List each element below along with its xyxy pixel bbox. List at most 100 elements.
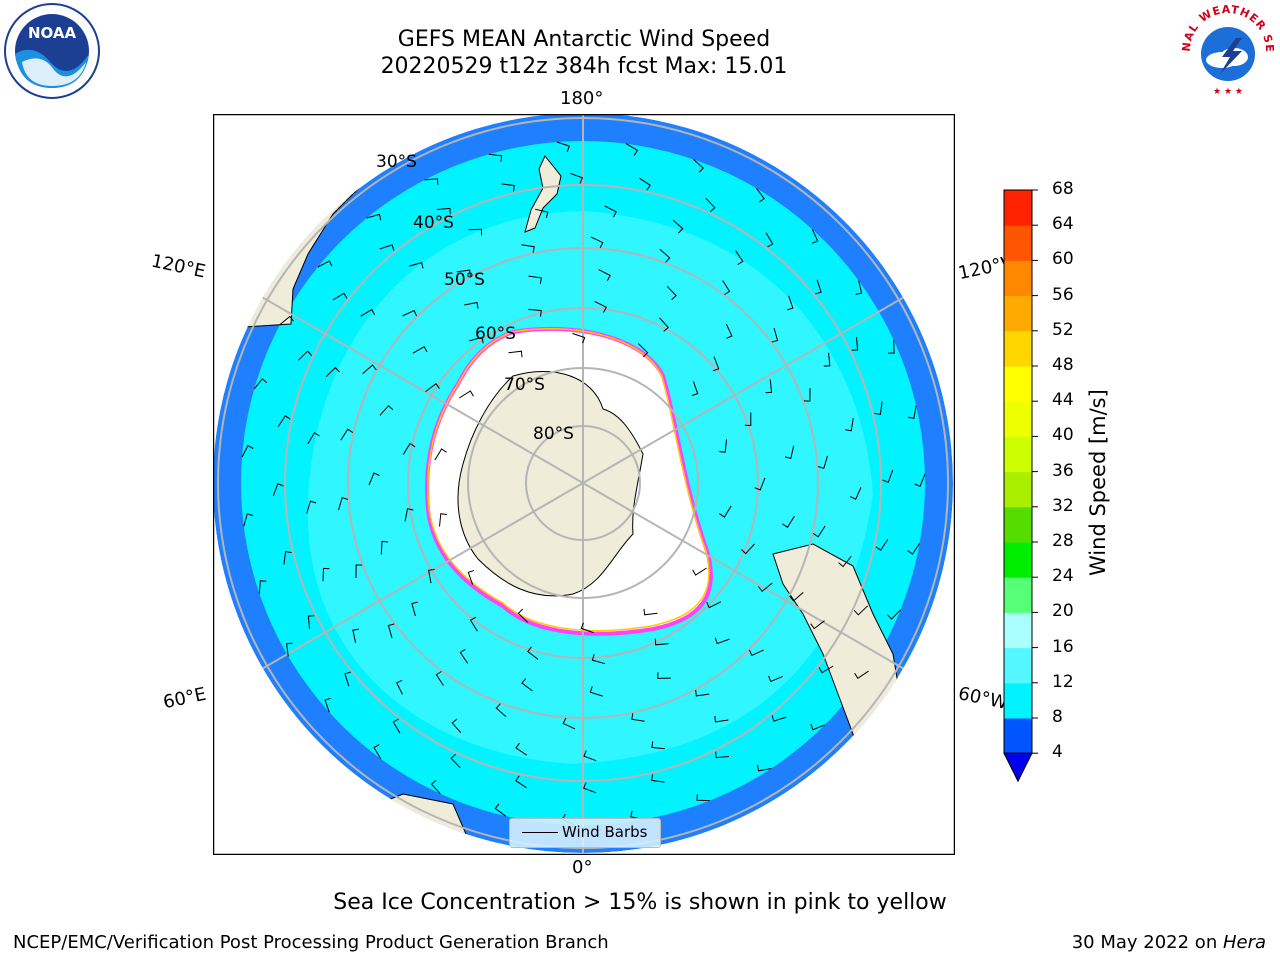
wind-barb [534, 208, 549, 219]
wind-barb [748, 649, 764, 657]
wind-barb [344, 671, 351, 687]
wind-barb [754, 477, 766, 491]
wind-barb [838, 555, 852, 568]
wind-barb [494, 803, 507, 817]
wind-barb [379, 404, 394, 416]
wind-barb [380, 540, 389, 555]
map-legend: Wind Barbs [509, 818, 661, 848]
wind-barb [459, 648, 469, 664]
chart-subtitle: 20220529 t12z 384h fcst Max: 15.01 [380, 54, 788, 79]
wind-barb [705, 197, 716, 213]
wind-barb [693, 159, 704, 173]
wind-barb [639, 177, 651, 191]
lon-label-120e: 120°E [149, 250, 208, 283]
wind-barb [654, 638, 669, 646]
wind-barb [643, 608, 658, 616]
wind-barb [436, 207, 451, 215]
wind-barb [515, 775, 527, 789]
wind-barb [243, 513, 254, 527]
sea-ice-inner-edge [427, 328, 710, 632]
wind-barb [657, 672, 671, 679]
wind-barb [765, 379, 773, 394]
wind-barb [725, 323, 733, 339]
colorbar-segment [1004, 682, 1032, 719]
wind-barb [659, 248, 671, 263]
footer-host: Hera [1222, 932, 1266, 953]
colorbar-tick-label: 48 [1052, 355, 1074, 375]
wind-barb [366, 213, 382, 221]
wind-barb [823, 352, 831, 367]
wind-barb [719, 505, 732, 518]
wind-barb [631, 713, 645, 722]
colorbar-segment [1004, 542, 1032, 578]
wind-barb [888, 340, 895, 354]
wind-barb [591, 654, 606, 665]
lat-label-60s: 60°S [475, 324, 516, 344]
lon-label-0: 0° [572, 857, 593, 878]
wind-barb [882, 469, 894, 483]
wind-barb [850, 487, 862, 500]
wind-barb [402, 442, 416, 455]
wind-barb [459, 390, 474, 399]
wind-barb [672, 219, 684, 234]
wind-barb [368, 472, 380, 486]
colorbar-tick-label: 28 [1052, 531, 1074, 551]
wind-barb [451, 718, 462, 734]
wind-barb [355, 564, 363, 578]
wind-barb [638, 343, 649, 358]
wind-barb [580, 622, 594, 634]
wind-barb [771, 327, 779, 343]
wind-barb [651, 741, 665, 750]
wind-barb [362, 364, 377, 374]
svg-text:★ ★ ★: ★ ★ ★ [1213, 87, 1243, 97]
wind-barb [258, 580, 267, 594]
wind-barb [360, 308, 376, 317]
colorbar-segment [1004, 225, 1032, 261]
wind-barb [241, 444, 254, 458]
wind-barb [279, 315, 294, 326]
wind-barb [741, 543, 755, 555]
wind-barb [352, 628, 359, 644]
wind-barb [556, 141, 570, 152]
colorbar-segment [1004, 612, 1032, 649]
wind-barb [307, 615, 315, 630]
wind-barb [527, 646, 539, 660]
wind-barb [404, 508, 414, 522]
wind-barb [583, 782, 597, 794]
wind-barb [855, 280, 863, 295]
noaa-logo-text: NOAA [28, 24, 77, 42]
wind-barb [322, 567, 330, 582]
colorbar-tick-label: 24 [1052, 566, 1074, 587]
wind-barb [812, 525, 826, 538]
wind-barb [569, 172, 583, 184]
wind-barb [782, 515, 795, 529]
wind-barb [845, 417, 854, 432]
wind-barb [590, 236, 604, 249]
colorbar-segment [1004, 401, 1032, 437]
wind-barb [495, 703, 507, 718]
nws-logo: NATIONAL WEATHER SERVICE ★ ★ ★ [1178, 2, 1275, 98]
colorbar-tick-label: 36 [1052, 460, 1074, 481]
wind-barb [907, 542, 921, 555]
colorbar-tick-label: 32 [1052, 495, 1074, 516]
wind-barb [424, 178, 439, 185]
wind-barb [387, 623, 395, 639]
colorbar-segment [1004, 436, 1032, 473]
colorbar-label: Wind Speed [m/s] [1086, 389, 1110, 576]
lat-label-70s: 70°S [504, 375, 545, 395]
wind-barb [765, 232, 774, 248]
wind-barb [589, 686, 603, 697]
map-graticule [213, 114, 953, 853]
lat-label-40s: 40°S [413, 213, 454, 233]
wind-barb [625, 143, 639, 156]
wind-barb [714, 715, 729, 723]
colorbar-tick-label: 12 [1052, 671, 1074, 692]
wind-barb [450, 753, 461, 769]
colorbar-tick-label: 44 [1052, 390, 1074, 411]
wind-barb [604, 205, 617, 218]
colorbar-segment [1004, 471, 1032, 508]
wind-barb [651, 774, 665, 783]
colorbar-tick-label: 40 [1052, 425, 1074, 446]
colorbar-segment [1004, 366, 1032, 402]
legend-label: Wind Barbs [562, 823, 648, 841]
